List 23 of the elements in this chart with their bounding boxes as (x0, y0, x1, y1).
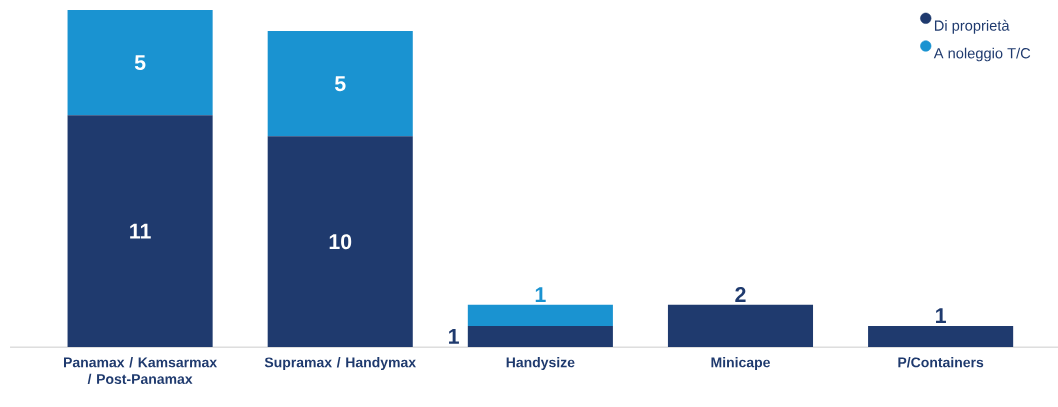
data-label: 1 (449, 329, 459, 344)
legend-label: A noleggio T/C (933, 47, 1031, 62)
x-tick-label: Handysize (506, 357, 575, 371)
data-label: 10 (329, 234, 352, 250)
bar (67, 115, 213, 347)
bar (868, 325, 1014, 347)
bar (267, 136, 413, 347)
bar (267, 31, 413, 137)
bar (667, 304, 814, 347)
data-label: 2 (735, 287, 746, 302)
data-label: 1 (535, 287, 546, 302)
x-tick-label: P/Containers (898, 357, 984, 368)
x-tick-label: Panamax / Kamsarmax / Post-Panamax (64, 357, 217, 385)
legend-label: Di proprietà (934, 19, 1010, 34)
bar (467, 325, 613, 347)
bar (467, 304, 613, 326)
data-label: 5 (334, 76, 346, 92)
data-label: 11 (130, 223, 151, 239)
data-label: 1 (936, 308, 946, 323)
x-tick-label: Supramax / Handymax (264, 357, 416, 371)
data-label: 5 (134, 55, 146, 71)
x-tick-label: Minicape (711, 357, 770, 371)
bar (67, 10, 213, 116)
